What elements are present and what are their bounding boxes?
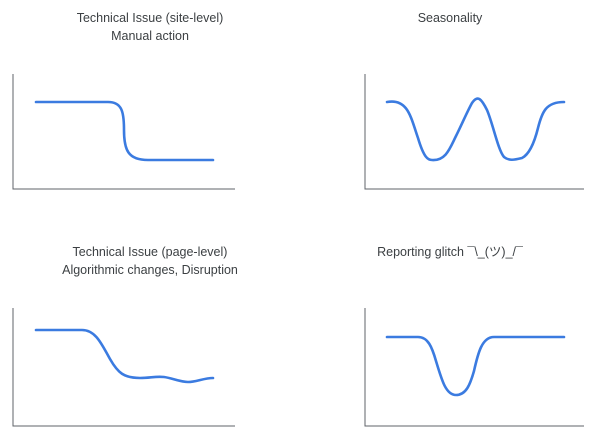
panel-title-line2: Manual action	[111, 29, 189, 43]
panel-title-line1: Seasonality	[417, 11, 483, 25]
panel-title-line2: Algorithmic changes, Disruption	[62, 263, 238, 277]
panel-title: Reporting glitch ¯\_(ツ)_/¯	[300, 243, 600, 261]
panel-title-line1: Technical Issue (site-level)	[76, 11, 224, 25]
panel-title: Technical Issue (page-level) Algorithmic…	[0, 243, 300, 279]
chart-axes	[12, 74, 235, 190]
trend-chart	[364, 308, 584, 427]
panel-title-line1: Technical Issue (page-level)	[72, 245, 228, 259]
trend-chart	[12, 74, 235, 190]
panel-page-level-issue: Technical Issue (page-level) Algorithmic…	[0, 221, 300, 441]
trend-chart	[364, 74, 584, 190]
chart-axes	[12, 308, 235, 427]
panel-seasonality: Seasonality	[300, 0, 600, 220]
panel-title: Technical Issue (site-level) Manual acti…	[0, 9, 300, 45]
panel-reporting-glitch: Reporting glitch ¯\_(ツ)_/¯	[300, 221, 600, 441]
trend-line-temporary-dip	[385, 335, 566, 397]
panel-site-level-issue: Technical Issue (site-level) Manual acti…	[0, 0, 300, 220]
panel-title-line1: Reporting glitch ¯\_(ツ)_/¯	[377, 245, 523, 259]
trend-chart	[12, 308, 235, 427]
trend-line-gradual-decline	[34, 328, 215, 384]
chart-axes	[364, 74, 584, 190]
trend-line-sharp-drop	[34, 100, 215, 162]
panel-title: Seasonality	[300, 9, 600, 27]
trend-line-cyclical-dips	[385, 97, 566, 162]
chart-axes	[364, 308, 584, 427]
